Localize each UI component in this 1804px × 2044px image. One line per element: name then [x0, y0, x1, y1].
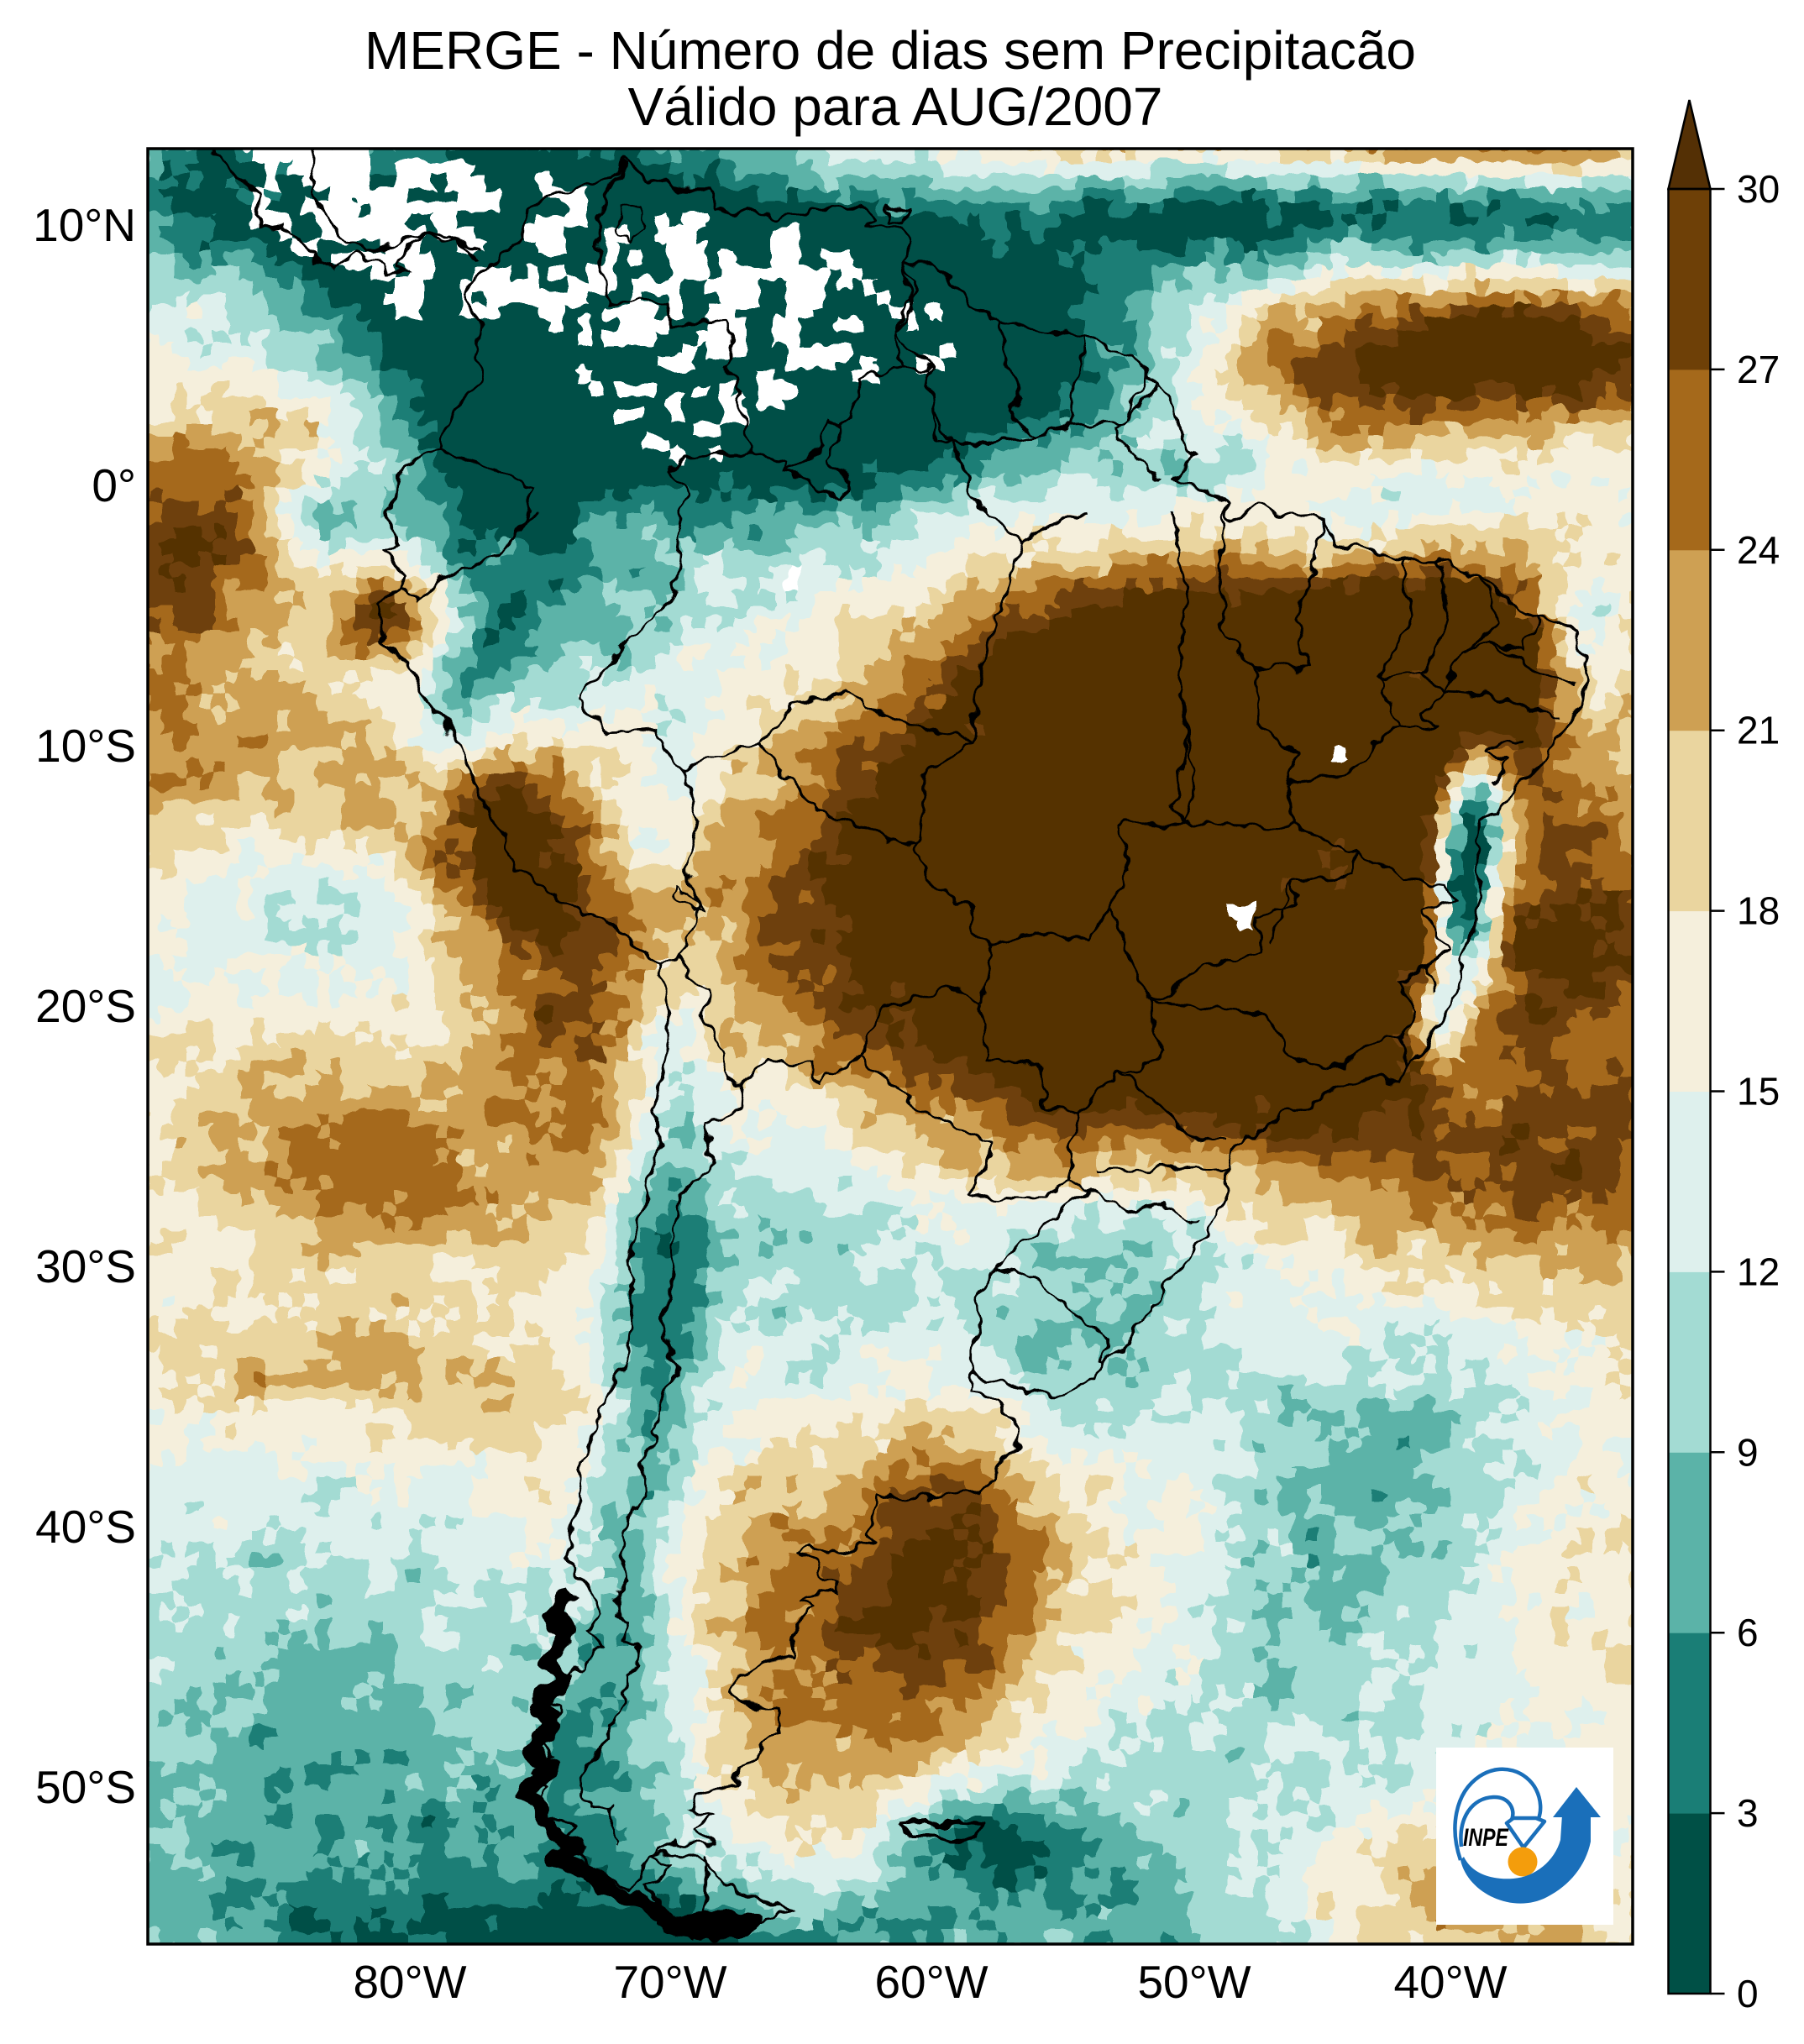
- svg-text:10°N: 10°N: [33, 199, 136, 251]
- svg-text:15: 15: [1737, 1070, 1780, 1114]
- svg-text:0°: 0°: [92, 459, 136, 511]
- svg-text:21: 21: [1737, 709, 1780, 752]
- svg-text:0: 0: [1737, 1972, 1759, 2015]
- svg-text:Válido para AUG/2007: Válido para AUG/2007: [628, 76, 1163, 137]
- svg-text:30: 30: [1737, 167, 1780, 211]
- svg-text:10°S: 10°S: [35, 720, 136, 772]
- svg-text:24: 24: [1737, 528, 1780, 572]
- svg-text:18: 18: [1737, 889, 1780, 933]
- svg-text:70°W: 70°W: [613, 1956, 726, 2008]
- svg-text:9: 9: [1737, 1430, 1759, 1474]
- svg-text:12: 12: [1737, 1250, 1780, 1293]
- svg-text:20°S: 20°S: [35, 980, 136, 1032]
- svg-text:40°W: 40°W: [1393, 1956, 1507, 2008]
- svg-text:50°W: 50°W: [1137, 1956, 1251, 2008]
- svg-text:60°W: 60°W: [874, 1956, 988, 2008]
- svg-text:27: 27: [1737, 348, 1780, 391]
- svg-text:INPE: INPE: [1463, 1824, 1509, 1852]
- svg-text:6: 6: [1737, 1611, 1759, 1654]
- svg-text:50°S: 50°S: [35, 1761, 136, 1813]
- svg-text:80°W: 80°W: [353, 1956, 466, 2008]
- svg-text:40°S: 40°S: [35, 1501, 136, 1553]
- svg-text:30°S: 30°S: [35, 1240, 136, 1292]
- svg-text:MERGE - Número de dias sem Pre: MERGE - Número de dias sem Precipitacão: [364, 20, 1416, 81]
- svg-text:3: 3: [1737, 1791, 1759, 1835]
